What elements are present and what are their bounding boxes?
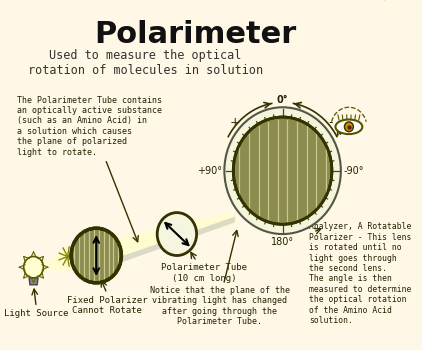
Circle shape bbox=[344, 122, 353, 132]
Polygon shape bbox=[112, 217, 235, 262]
Polygon shape bbox=[29, 278, 38, 285]
Circle shape bbox=[233, 117, 332, 224]
Text: Fixed Polarizer
Cannot Rotate: Fixed Polarizer Cannot Rotate bbox=[67, 295, 147, 315]
Polygon shape bbox=[38, 212, 235, 271]
Circle shape bbox=[225, 107, 341, 234]
Text: Used to measure the optical
rotation of molecules in solution: Used to measure the optical rotation of … bbox=[28, 49, 263, 77]
Text: Light Source: Light Source bbox=[4, 309, 68, 318]
Text: Notice that the plane of the
vibrating light has changed
after going through the: Notice that the plane of the vibrating l… bbox=[150, 286, 290, 326]
Text: The Polarimeter Tube contains
an optically active substance
(such as an Amino Ac: The Polarimeter Tube contains an optical… bbox=[17, 96, 162, 156]
Text: +: + bbox=[230, 116, 240, 129]
Text: -90°: -90° bbox=[344, 166, 364, 176]
Circle shape bbox=[157, 212, 197, 256]
Circle shape bbox=[71, 228, 122, 283]
Text: Polarimeter: Polarimeter bbox=[95, 20, 297, 49]
Ellipse shape bbox=[335, 119, 362, 134]
Circle shape bbox=[24, 257, 43, 278]
Text: 0°: 0° bbox=[277, 95, 288, 105]
Text: Analyzer, A Rotatable
Polarizer - This lens
is rotated until no
light goes throu: Analyzer, A Rotatable Polarizer - This l… bbox=[309, 222, 412, 325]
Text: +90°: +90° bbox=[197, 166, 222, 176]
Text: -: - bbox=[328, 116, 333, 129]
Text: 180°: 180° bbox=[271, 237, 294, 247]
FancyBboxPatch shape bbox=[3, 0, 388, 345]
Text: Polarimeter Tube
(10 cm long): Polarimeter Tube (10 cm long) bbox=[161, 263, 247, 283]
